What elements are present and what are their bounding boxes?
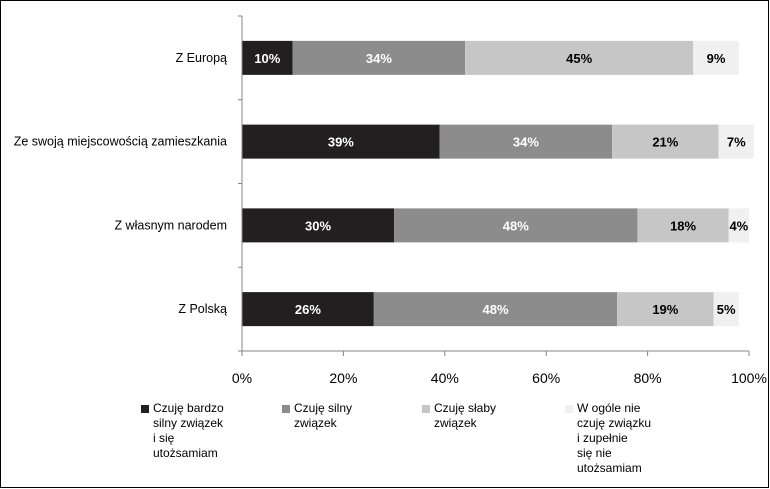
data-label: 30% — [305, 218, 331, 233]
legend-item-weak: Czuję słaby związek — [422, 401, 496, 431]
category-label: Ze swoją miejscowością zamieszkania — [14, 135, 227, 149]
data-label: 19% — [652, 302, 678, 317]
x-tick-label: 40% — [431, 370, 459, 386]
legend-item-very-strong: Czuję bardzo silny związek i się utożsam… — [141, 401, 224, 461]
data-label: 7% — [727, 135, 746, 150]
bar-segment — [728, 208, 749, 243]
legend-swatch-strong — [282, 405, 290, 413]
x-tick-label: 80% — [634, 370, 662, 386]
bar-segment — [713, 292, 739, 327]
bar-segment — [373, 292, 618, 327]
data-label: 18% — [670, 218, 696, 233]
data-label: 34% — [366, 51, 392, 66]
bar-segment — [617, 292, 714, 327]
x-tick-label: 0% — [232, 370, 252, 386]
data-label: 26% — [295, 302, 321, 317]
category-label: Z Polską — [178, 302, 227, 316]
legend-label-very-strong: Czuję bardzo silny związek i się utożsam… — [153, 401, 224, 460]
x-tick-label: 20% — [329, 370, 357, 386]
legend-item-strong: Czuję silny związek — [282, 401, 352, 431]
bar-segment — [242, 40, 293, 75]
bar-segment — [612, 124, 719, 159]
data-label: 21% — [652, 135, 678, 150]
x-tick-label: 100% — [731, 370, 767, 386]
bar-segment — [439, 124, 613, 159]
bar-segment — [394, 208, 638, 243]
legend-swatch-weak — [422, 405, 430, 413]
data-label: 10% — [254, 51, 280, 66]
legend-label-strong: Czuję silny związek — [294, 401, 353, 430]
data-label: 4% — [729, 218, 748, 233]
legend-label-none: W ogóle nie czuję związku i zupełnie się… — [577, 401, 652, 475]
legend-label-weak: Czuję słaby związek — [434, 401, 497, 430]
category-label: Z własnym narodem — [114, 218, 227, 232]
bar-segment — [637, 208, 729, 243]
data-label: 45% — [566, 51, 592, 66]
bar-segment — [693, 40, 739, 75]
legend-item-none: W ogóle nie czuję związku i zupełnie się… — [565, 401, 651, 476]
x-tick-label: 60% — [532, 370, 560, 386]
bar-segment — [292, 40, 466, 75]
data-label: 34% — [513, 135, 539, 150]
data-label: 9% — [707, 51, 726, 66]
bar-segment — [718, 124, 755, 159]
data-label: 39% — [328, 135, 354, 150]
bar-segment — [242, 292, 374, 327]
data-label: 5% — [717, 302, 736, 317]
data-label: 48% — [482, 302, 508, 317]
bar-segment — [242, 124, 440, 159]
category-label: Z Europą — [176, 51, 227, 65]
data-label: 48% — [503, 218, 529, 233]
legend-swatch-none — [565, 405, 573, 413]
bar-segment — [242, 208, 395, 243]
bar-segment — [465, 40, 694, 75]
legend-swatch-very-strong — [141, 405, 149, 413]
